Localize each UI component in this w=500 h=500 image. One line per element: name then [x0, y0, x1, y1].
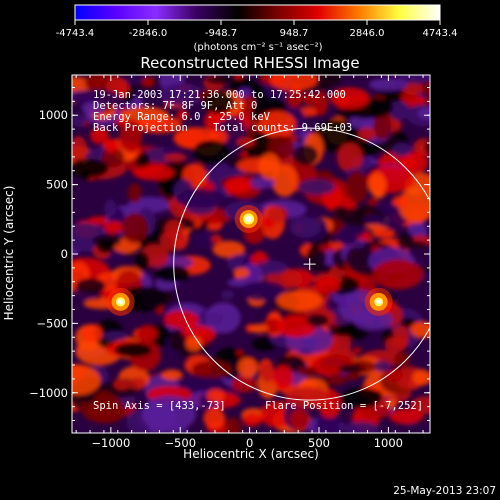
x-tick-label: −500: [164, 436, 196, 450]
x-axis: −1000 −500 0 500 1000: [75, 75, 424, 450]
y-tick-label: −500: [36, 316, 68, 330]
info-line-detectors: Detectors: 7F 8F 9F, Att 0: [93, 100, 257, 112]
colorbar-tick-label: -948.7: [205, 28, 237, 39]
info-line-energy: Energy Range: 6.0 - 25.0 keV: [93, 111, 271, 123]
x-tick-label: −1000: [91, 436, 130, 450]
x-tick-label: 1000: [374, 436, 403, 450]
solar-limb-circle: [173, 127, 430, 401]
y-axis-label: Heliocentric Y (arcsec): [2, 186, 16, 321]
flare-position-label: Flare Position = [-7,252]: [265, 400, 423, 412]
colorbar-tick-label: 948.7: [280, 28, 309, 39]
colorbar-tick-label: 4743.4: [423, 28, 458, 39]
y-axis: −1000 −500 0 500 1000: [29, 86, 430, 422]
info-line-method: Back Projection Total counts: 9.69E+03: [93, 122, 352, 134]
info-line-time: 19-Jan-2003 17:21:36.000 to 17:25:42.000: [93, 89, 346, 101]
timestamp: 25-May-2013 23:07: [393, 485, 496, 497]
y-tick-label: 0: [61, 247, 68, 261]
colorbar: [74, 4, 441, 21]
spin-axis-marker: [303, 258, 316, 271]
x-axis-label: Heliocentric X (arcsec): [183, 447, 319, 461]
colorbar-tick-label: -4743.4: [56, 28, 95, 39]
chart-title: Reconstructed RHESSI Image: [140, 54, 359, 72]
colorbar-tick-label: 2846.0: [349, 28, 384, 39]
spin-axis-label: Spin Axis = [433,-73]: [93, 400, 226, 412]
colorbar-units: (photons cm⁻² s⁻¹ asec⁻²): [193, 42, 322, 53]
y-tick-label: −1000: [29, 386, 68, 400]
y-tick-label: 500: [46, 178, 68, 192]
x-tick-label: 500: [308, 436, 330, 450]
x-tick-label: 0: [246, 436, 253, 450]
heatmap-image: [72, 75, 430, 433]
colorbar-ticks: -4743.4 -2846.0 -948.7 948.7 2846.0 4743.4: [56, 20, 458, 39]
info-block: 19-Jan-2003 17:21:36.000 to 17:25:42.000…: [93, 89, 352, 134]
y-tick-label: 1000: [39, 108, 68, 122]
colorbar-tick-label: -2846.0: [129, 28, 168, 39]
